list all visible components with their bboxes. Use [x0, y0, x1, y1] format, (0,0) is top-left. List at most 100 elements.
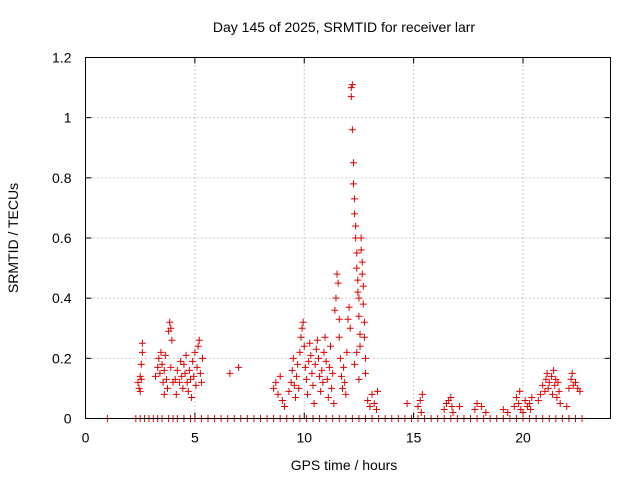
- data-point: [182, 351, 190, 359]
- data-point: [351, 195, 359, 203]
- data-point: [366, 402, 374, 410]
- data-point: [192, 381, 200, 389]
- data-point: [554, 378, 562, 386]
- data-point: [333, 270, 341, 278]
- data-point: [349, 159, 357, 167]
- data-point: [539, 381, 547, 389]
- data-point: [309, 381, 317, 389]
- data-point: [323, 375, 331, 383]
- y-tick-label: 1.2: [52, 50, 72, 66]
- data-point: [357, 246, 365, 254]
- data-point: [183, 378, 191, 386]
- data-point: [189, 357, 197, 365]
- data-point: [568, 369, 576, 377]
- data-point: [499, 405, 507, 413]
- data-point: [526, 399, 534, 407]
- data-point: [310, 399, 318, 407]
- data-point: [416, 396, 424, 404]
- data-point: [372, 405, 380, 413]
- data-point: [403, 399, 411, 407]
- data-point: [136, 387, 144, 395]
- data-point: [181, 369, 189, 377]
- data-point: [447, 393, 455, 401]
- data-point: [516, 387, 524, 395]
- data-point: [563, 402, 571, 410]
- data-point: [294, 360, 302, 368]
- data-point: [161, 351, 169, 359]
- data-point: [281, 402, 289, 410]
- data-point: [296, 348, 304, 356]
- data-point: [335, 333, 343, 341]
- data-point: [550, 366, 558, 374]
- data-point: [318, 366, 326, 374]
- data-point: [537, 390, 544, 398]
- data-point: [328, 384, 336, 392]
- data-point: [160, 366, 168, 374]
- data-point: [353, 264, 361, 272]
- data-point: [276, 372, 284, 380]
- data-point: [543, 369, 551, 377]
- y-tick-label: 0.8: [52, 170, 72, 186]
- data-point: [317, 387, 325, 395]
- x-tick-label: 5: [191, 430, 199, 446]
- data-point: [322, 357, 330, 365]
- data-point: [351, 210, 359, 218]
- data-point: [167, 324, 175, 332]
- data-point: [362, 354, 369, 362]
- data-point: [301, 363, 309, 371]
- data-point: [549, 390, 557, 398]
- data-point: [300, 342, 308, 350]
- data-point: [344, 315, 352, 323]
- data-point: [199, 354, 207, 362]
- data-point: [188, 393, 196, 401]
- data-point: [335, 315, 343, 323]
- data-point: [272, 378, 280, 386]
- data-point: [572, 378, 579, 386]
- x-tick-labels: 0 5 10 15 20: [82, 430, 531, 446]
- data-point: [348, 81, 356, 89]
- data-point: [302, 375, 310, 383]
- data-point: [512, 393, 520, 401]
- x-tick-label: 10: [296, 430, 312, 446]
- data-point: [336, 354, 344, 362]
- data-point: [185, 366, 193, 374]
- data-point: [527, 405, 535, 413]
- data-point: [167, 363, 175, 371]
- data-point: [440, 405, 448, 413]
- data-point: [178, 372, 186, 380]
- data-point: [565, 384, 573, 392]
- data-point: [414, 402, 422, 410]
- data-point: [306, 339, 314, 347]
- data-point: [158, 360, 166, 368]
- data-point: [298, 324, 306, 332]
- data-point: [152, 372, 159, 380]
- data-point: [270, 384, 278, 392]
- data-point: [160, 390, 168, 398]
- data-point: [196, 369, 204, 377]
- data-point: [345, 303, 353, 311]
- data-point: [482, 408, 490, 416]
- data-point: [547, 372, 555, 380]
- data-point: [347, 93, 355, 101]
- data-point: [510, 402, 518, 410]
- data-point: [471, 405, 479, 413]
- data-point: [135, 384, 143, 392]
- data-point: [314, 354, 322, 362]
- data-point: [308, 369, 316, 377]
- data-point: [187, 375, 194, 383]
- data-point: [473, 399, 481, 407]
- data-point: [177, 357, 185, 365]
- data-point: [194, 342, 202, 350]
- data-point: [235, 363, 243, 371]
- data-point: [313, 336, 321, 344]
- y-axis-title: SRMTID / TECUs: [5, 183, 21, 293]
- chart-title: Day 145 of 2025, SRMTID for receiver lar…: [213, 19, 476, 35]
- data-point: [305, 357, 313, 365]
- data-point: [176, 378, 184, 386]
- data-point: [304, 390, 312, 398]
- data-point: [456, 402, 464, 410]
- data-point: [528, 393, 536, 401]
- data-point: [351, 360, 359, 368]
